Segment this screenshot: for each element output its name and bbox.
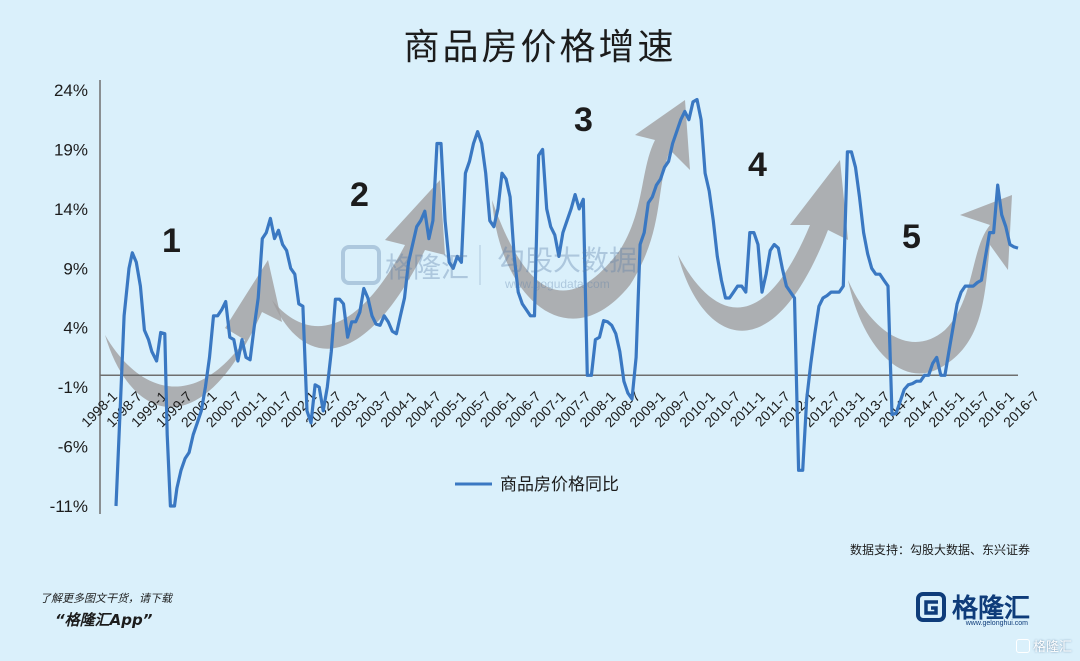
brand-name: 格隆汇 xyxy=(951,594,1030,624)
watermark-right-text: 勾股大数据 xyxy=(497,244,637,277)
watermark-logo-icon xyxy=(341,245,381,285)
legend: 商品房价格同比 xyxy=(455,475,619,495)
watermark-left-text: 格隆汇 xyxy=(385,251,469,284)
trend-arrow-4 xyxy=(678,160,848,331)
y-tick-label: 19% xyxy=(54,140,88,159)
source-note: 数据支持：勾股大数据、东兴证券 xyxy=(849,543,1030,557)
y-tick-label: 24% xyxy=(54,81,88,100)
wave-label-2: 2 xyxy=(350,176,369,214)
wave-annotations: 1 2 3 4 5 xyxy=(162,101,921,260)
y-tick-label: 4% xyxy=(63,319,88,338)
axes: 24%19%14%9%4%-1%-6%-11%1998-11998-71999-… xyxy=(50,80,1042,516)
brand-url: www.gelonghui.com xyxy=(965,620,1028,627)
y-tick-label: -1% xyxy=(58,378,88,397)
watermark-right-url: www.gogudata.com xyxy=(504,277,610,291)
y-tick-label: -11% xyxy=(50,497,88,516)
promo-app-name: “格隆汇App” xyxy=(55,611,153,629)
y-tick-label: 14% xyxy=(54,200,88,219)
legend-label: 商品房价格同比 xyxy=(500,475,619,495)
y-tick-label: 9% xyxy=(63,259,88,278)
trend-arrow-1 xyxy=(105,260,282,408)
brand-g-icon xyxy=(915,591,946,622)
wave-label-3: 3 xyxy=(574,101,593,139)
corner-watermark-text: 格隆汇 xyxy=(1032,640,1072,655)
center-watermark: 格隆汇 勾股大数据 www.gogudata.com xyxy=(341,244,637,291)
corner-watermark-icon xyxy=(1015,638,1030,653)
wave-label-5: 5 xyxy=(902,218,921,256)
series-layer xyxy=(114,97,1019,508)
wave-label-4: 4 xyxy=(748,146,767,184)
chart-title: 商品房价格增速 xyxy=(403,27,677,68)
promo-text: 了解更多图文干货，请下载 xyxy=(40,592,172,605)
trend-arrow-2 xyxy=(272,180,445,349)
series-line-price-yoy xyxy=(114,97,1019,508)
y-tick-label: -6% xyxy=(58,438,88,457)
trend-arrow-5 xyxy=(848,195,1012,374)
wave-label-1: 1 xyxy=(162,222,181,260)
corner-watermark: 格隆汇 xyxy=(1015,636,1072,655)
brand-logo: 格隆汇 xyxy=(915,588,1030,625)
